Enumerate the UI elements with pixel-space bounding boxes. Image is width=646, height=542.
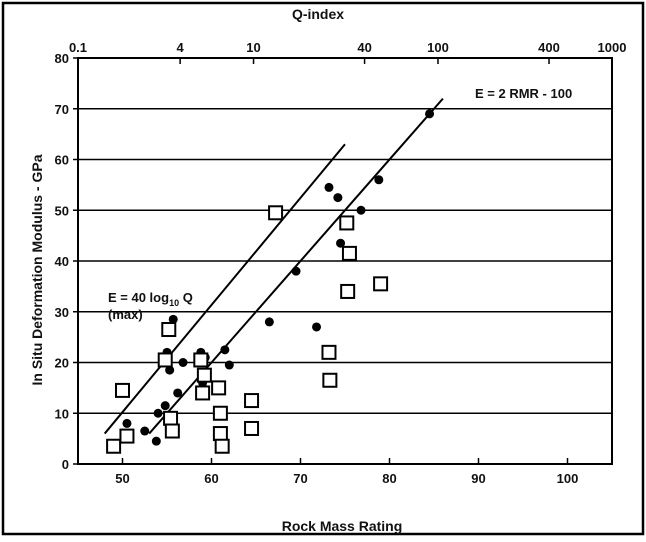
point-square-7 <box>193 352 209 368</box>
x-tick-label-90: 90 <box>471 471 485 486</box>
point-circle-14 <box>224 360 234 370</box>
point-circle-8 <box>173 388 183 398</box>
point-circle-13 <box>220 345 230 355</box>
point-circle-2 <box>151 436 161 446</box>
point-circle-21 <box>356 205 366 215</box>
q-tick-label-4: 4 <box>177 40 185 55</box>
q-tick-label-40: 40 <box>357 40 371 55</box>
point-circle-23 <box>425 109 435 119</box>
top-axis-title: Q-index <box>292 6 344 22</box>
point-square-21 <box>340 283 356 299</box>
point-square-19 <box>339 215 355 231</box>
y-tick-label-80: 80 <box>55 51 69 66</box>
point-circle-19 <box>333 193 343 203</box>
y-tick-label-10: 10 <box>55 406 69 421</box>
x-tick-label-80: 80 <box>382 471 396 486</box>
q-equation-line-1: E = 40 log <box>108 290 169 305</box>
point-circle-20 <box>336 238 346 248</box>
point-circle-22 <box>374 175 384 185</box>
point-circle-6 <box>165 365 175 375</box>
point-circle-1 <box>140 426 150 436</box>
point-circle-9 <box>178 358 188 367</box>
fit-line-2 <box>103 143 346 435</box>
point-square-6 <box>164 423 180 439</box>
q-equation-label: E = 40 log10 Q (max) <box>108 290 196 322</box>
point-square-5 <box>163 410 179 426</box>
point-square-0 <box>106 438 122 454</box>
y-tick-label-70: 70 <box>55 102 69 117</box>
point-square-22 <box>373 276 389 292</box>
y-tick-label-40: 40 <box>55 254 69 269</box>
y-tick-label-0: 0 <box>62 457 69 472</box>
point-circle-16 <box>291 266 301 276</box>
point-square-20 <box>341 245 357 261</box>
rmr-equation-label: E = 2 RMR - 100 <box>475 86 572 101</box>
y-tick-label-30: 30 <box>55 305 69 320</box>
point-circle-7 <box>168 314 178 324</box>
point-square-15 <box>244 420 260 436</box>
q-equation-line-1-tail: Q <box>179 290 193 305</box>
q-tick-label-100: 100 <box>427 40 449 55</box>
q-tick-label-10: 10 <box>246 40 260 55</box>
point-square-11 <box>212 405 228 421</box>
y-tick-label-50: 50 <box>55 203 69 218</box>
point-square-4 <box>161 322 177 338</box>
y-axis-title: In Situ Deformation Modulus - GPa <box>29 154 45 385</box>
point-square-2 <box>119 428 135 444</box>
point-square-16 <box>268 205 284 221</box>
q-tick-label-0.1: 0.1 <box>69 40 87 55</box>
point-square-14 <box>244 393 260 409</box>
q-equation-line-2: (max) <box>108 307 143 322</box>
tick-labels: 0 10 20 30 40 50 60 70 80 50 60 70 80 90 100 0.1 4 10 40 10… <box>55 40 627 486</box>
point-square-18 <box>322 372 338 388</box>
y-tick-label-20: 20 <box>55 356 69 371</box>
q-tick-label-400: 400 <box>538 40 560 55</box>
x-tick-label-70: 70 <box>293 471 307 486</box>
x-tick-label-50: 50 <box>115 471 129 486</box>
point-square-3 <box>157 352 173 368</box>
x-tick-label-60: 60 <box>204 471 218 486</box>
q-tick-label-1000: 1000 <box>598 40 627 55</box>
point-square-12 <box>212 426 228 442</box>
point-circle-17 <box>312 322 322 332</box>
point-circle-3 <box>153 408 163 418</box>
point-square-17 <box>321 344 337 360</box>
point-square-1 <box>115 382 130 398</box>
point-circle-15 <box>264 317 274 327</box>
x-axis-title: Rock Mass Rating <box>282 518 403 534</box>
point-circle-18 <box>324 182 334 192</box>
point-square-13 <box>214 438 230 454</box>
y-tick-label-60: 60 <box>55 153 69 168</box>
point-square-10 <box>211 380 227 396</box>
data-markers <box>106 109 435 454</box>
point-square-8 <box>195 385 211 401</box>
point-circle-4 <box>160 401 170 411</box>
x-tick-label-100: 100 <box>557 471 579 486</box>
q-equation-subscript: 10 <box>169 298 179 308</box>
point-square-9 <box>196 367 212 383</box>
point-circle-0 <box>122 418 132 428</box>
